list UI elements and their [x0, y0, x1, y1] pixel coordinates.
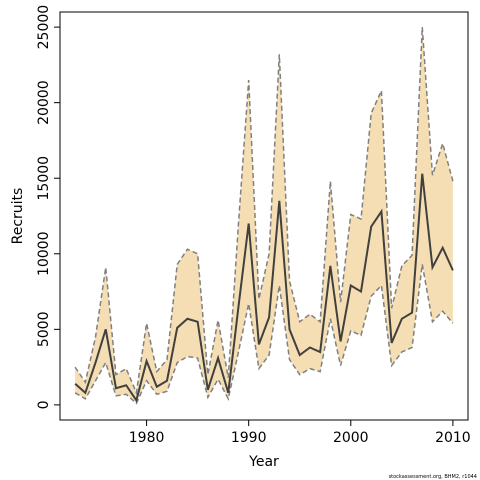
- x-tick-label: 1990: [231, 430, 267, 446]
- plot-frame: [59, 11, 469, 421]
- confidence-band: [75, 27, 453, 404]
- y-tick-label: 10000: [36, 232, 52, 277]
- y-tick-label: 25000: [36, 5, 52, 50]
- x-axis-label: Year: [248, 454, 279, 470]
- y-axis-label: Recruits: [10, 188, 26, 245]
- y-tick-label: 15000: [36, 156, 52, 201]
- y-tick-label: 0: [36, 400, 52, 409]
- median-line: [74, 173, 454, 403]
- y-tick-label: 5000: [36, 312, 52, 348]
- x-tick-label: 1980: [129, 430, 165, 446]
- y-tick-label: 20000: [36, 80, 52, 125]
- lower-bound: [74, 264, 454, 405]
- footnote: stockassessment.org, BHM2, r1044: [389, 474, 477, 480]
- x-tick-label: 2010: [435, 430, 471, 446]
- x-tick-label: 2000: [333, 430, 369, 446]
- upper-bound: [74, 27, 454, 396]
